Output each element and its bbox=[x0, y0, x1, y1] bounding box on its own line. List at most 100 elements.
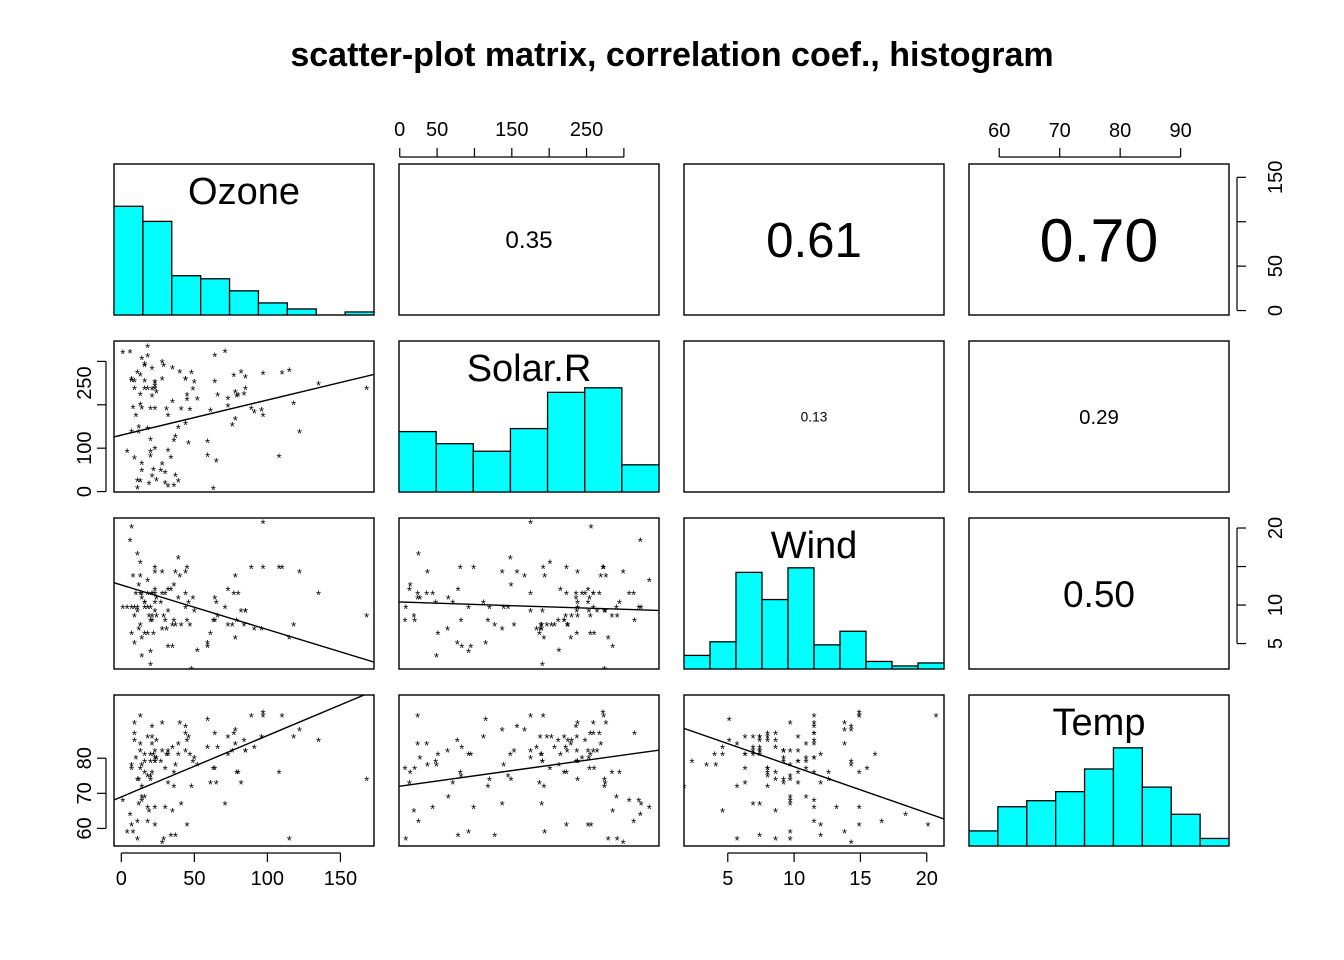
scatter-point: * bbox=[632, 728, 637, 743]
scatter-point: * bbox=[239, 605, 244, 620]
scatter-point: * bbox=[811, 815, 816, 830]
x-axis-Solar.R-tick-label: 0 bbox=[394, 119, 405, 141]
scatter-point: * bbox=[151, 628, 156, 643]
scatter-point: * bbox=[173, 829, 178, 844]
scatter-point: * bbox=[466, 645, 471, 660]
scatter-point: * bbox=[416, 815, 421, 830]
scatter-point: * bbox=[857, 819, 862, 834]
scatter-point: * bbox=[148, 403, 153, 418]
scatter-point: * bbox=[171, 766, 176, 781]
scatter-point: * bbox=[152, 380, 157, 395]
panel-frame-Solar.R-Temp bbox=[968, 340, 1230, 493]
scatter-point: * bbox=[215, 389, 220, 404]
scatter-point: * bbox=[796, 756, 801, 771]
scatter-point: * bbox=[539, 623, 544, 638]
scatter-point: * bbox=[575, 756, 580, 771]
scatter-point: * bbox=[430, 588, 435, 603]
scatter-point: * bbox=[537, 777, 542, 792]
scatter-point: * bbox=[586, 605, 591, 620]
scatter-point: * bbox=[601, 561, 606, 576]
scatter-point: * bbox=[512, 619, 517, 634]
scatter-point: * bbox=[171, 579, 176, 594]
scatter-point: * bbox=[166, 605, 171, 620]
scatter-point: * bbox=[842, 724, 847, 739]
scatter-point: * bbox=[176, 749, 181, 764]
scatter-point: * bbox=[446, 592, 451, 607]
scatter-point: * bbox=[154, 474, 159, 489]
scatter-point: * bbox=[574, 745, 579, 760]
scatter-point: * bbox=[430, 801, 435, 816]
scatter-point: * bbox=[757, 735, 762, 750]
scatter-point: * bbox=[765, 766, 770, 781]
scatter-point: * bbox=[562, 614, 567, 629]
scatter-point: * bbox=[556, 645, 561, 660]
y-axis-Temp-tick-label: 70 bbox=[74, 782, 96, 804]
histogram-bar-Temp-2 bbox=[1026, 800, 1057, 846]
scatter-point: * bbox=[170, 641, 175, 656]
scatter-point: * bbox=[171, 614, 176, 629]
scatter-point: * bbox=[145, 770, 150, 785]
scatter-point: * bbox=[277, 561, 282, 576]
scatter-point: * bbox=[765, 780, 770, 795]
scatter-point: * bbox=[129, 759, 134, 774]
scatter-point: * bbox=[277, 766, 282, 781]
scatter-point: * bbox=[585, 597, 590, 612]
scatter-point: * bbox=[574, 731, 579, 746]
scatter-point: * bbox=[148, 601, 153, 616]
scatter-point: * bbox=[176, 552, 181, 567]
scatter-point: * bbox=[135, 833, 140, 848]
scatter-point: * bbox=[575, 566, 580, 581]
scatter-point: * bbox=[585, 584, 590, 599]
scatter-point: * bbox=[139, 402, 144, 417]
scatter-point: * bbox=[186, 597, 191, 612]
scatter-point: * bbox=[177, 717, 182, 732]
scatter-point: * bbox=[842, 738, 847, 753]
scatter-point: * bbox=[568, 738, 573, 753]
scatter-point: * bbox=[455, 735, 460, 750]
histogram-bar-Wind-9 bbox=[917, 662, 944, 669]
scatter-point: * bbox=[166, 777, 171, 792]
scatter-point: * bbox=[135, 482, 140, 497]
scatter-point: * bbox=[556, 735, 561, 750]
scatter-point: * bbox=[558, 749, 563, 764]
variable-label-Ozone: Ozone bbox=[188, 171, 300, 213]
scatter-point: * bbox=[176, 592, 181, 607]
scatter-point: * bbox=[177, 366, 182, 381]
scatter-point: * bbox=[189, 367, 194, 382]
y-axis-Wind-tick-label: 10 bbox=[1265, 594, 1287, 616]
scatter-point: * bbox=[279, 367, 284, 382]
histogram-bar-Solar.R-4 bbox=[546, 391, 586, 492]
scatter-point: * bbox=[796, 756, 801, 771]
scatter-point: * bbox=[215, 610, 220, 625]
scatter-point: * bbox=[585, 819, 590, 834]
scatter-point: * bbox=[168, 829, 173, 844]
scatter-point: * bbox=[186, 437, 191, 452]
scatter-point: * bbox=[145, 628, 150, 643]
scatter-point: * bbox=[132, 382, 137, 397]
scatter-point: * bbox=[316, 735, 321, 750]
scatter-point: * bbox=[537, 628, 542, 643]
scatter-point: * bbox=[542, 826, 547, 841]
scatter-point: * bbox=[133, 588, 138, 603]
histogram-bar-Wind-7 bbox=[865, 660, 893, 669]
scatter-point: * bbox=[170, 805, 175, 820]
scatter-point: * bbox=[501, 759, 506, 774]
panel-frame-Wind-Ozone bbox=[113, 517, 375, 670]
scatter-point: * bbox=[540, 658, 545, 673]
scatter-point: * bbox=[138, 570, 143, 585]
scatter-point: * bbox=[195, 645, 200, 660]
scatter-point: * bbox=[215, 742, 220, 757]
scatter-point: * bbox=[416, 548, 421, 563]
scatter-point: * bbox=[811, 752, 816, 767]
scatter-point: * bbox=[811, 801, 816, 816]
scatter-point: * bbox=[811, 735, 816, 750]
scatter-point: * bbox=[230, 745, 235, 760]
scatter-point: * bbox=[132, 375, 137, 390]
scatter-point: * bbox=[857, 710, 862, 725]
scatter-point: * bbox=[638, 534, 643, 549]
scatter-point: * bbox=[148, 756, 153, 771]
histogram-bar-Solar.R-6 bbox=[621, 464, 659, 492]
scatter-point: * bbox=[563, 610, 568, 625]
variable-label-Wind: Wind bbox=[771, 525, 858, 567]
scatter-point: * bbox=[138, 398, 143, 413]
